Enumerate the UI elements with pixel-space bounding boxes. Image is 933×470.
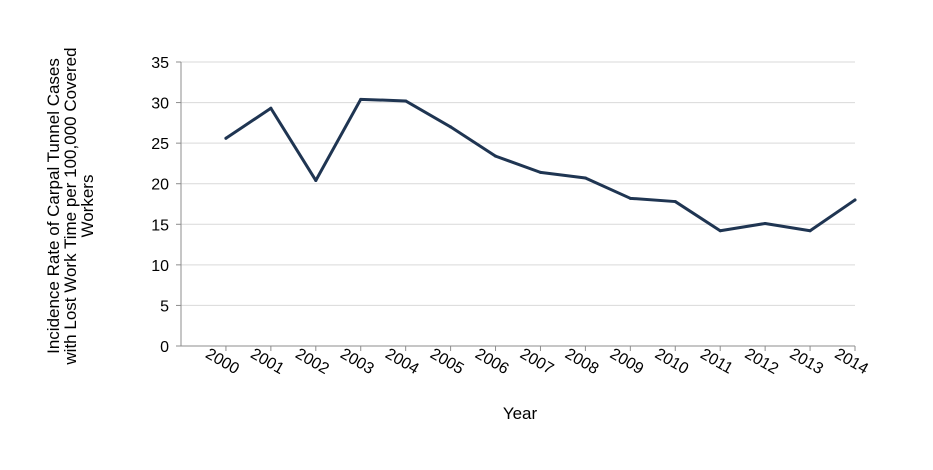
- x-tick-label: 2012: [742, 346, 781, 379]
- y-tick-label: 20: [151, 177, 169, 194]
- data-point: [673, 200, 677, 204]
- data-point: [538, 170, 542, 174]
- y-axis-tick-labels: 0 5 10 15 20 25 30 35: [151, 55, 181, 356]
- x-tick-label: 2013: [787, 346, 826, 379]
- gridlines: [181, 61, 855, 306]
- y-tick-label: 5: [160, 298, 169, 315]
- series-group: [224, 97, 857, 233]
- x-tick-label: 2001: [247, 346, 286, 379]
- data-point: [583, 176, 587, 180]
- x-tick-label: 2011: [697, 346, 735, 378]
- x-tick-label: 2014: [832, 346, 871, 379]
- x-tick-label: 2005: [427, 346, 466, 379]
- axes: [180, 62, 855, 347]
- data-point: [494, 154, 498, 158]
- x-tick-label: 2008: [562, 346, 601, 379]
- data-point: [449, 125, 453, 129]
- y-tick-label: 25: [151, 136, 169, 153]
- y-axis-title: Incidence Rate of Carpal Tunnel Caseswit…: [44, 47, 97, 365]
- data-point: [314, 178, 318, 182]
- data-point: [628, 196, 632, 200]
- x-tick-label: 2007: [517, 346, 556, 379]
- x-tick-label: 2006: [472, 346, 511, 379]
- y-tick-label: 0: [160, 339, 169, 356]
- x-tick-label: 2000: [203, 346, 242, 379]
- x-tick-label: 2009: [607, 346, 646, 379]
- data-point: [359, 97, 363, 101]
- y-axis-title-line: Workers: [78, 175, 97, 238]
- series-line: [224, 97, 857, 233]
- y-tick-label: 35: [151, 55, 169, 72]
- data-point: [808, 229, 812, 233]
- data-point: [404, 99, 408, 103]
- x-axis-title: Year: [503, 404, 538, 423]
- y-tick-label: 30: [151, 96, 169, 113]
- x-tick-label: 2003: [337, 346, 376, 379]
- data-point: [224, 136, 228, 140]
- data-point: [763, 221, 767, 225]
- y-axis-title-line: with Lost Work Time per 100,000 Covered: [61, 47, 80, 365]
- y-tick-label: 10: [151, 258, 169, 275]
- x-tick-label: 2004: [382, 346, 421, 379]
- y-axis-title-line: Incidence Rate of Carpal Tunnel Cases: [44, 58, 63, 354]
- x-tick-label: 2010: [652, 346, 691, 379]
- y-tick-label: 15: [151, 217, 169, 234]
- data-point: [853, 198, 857, 202]
- data-point: [718, 229, 722, 233]
- x-tick-label: 2002: [292, 346, 331, 379]
- data-point: [269, 106, 273, 110]
- x-axis-tick-labels: 2000 2001 2002 2003 2004 2005 2006 2007 2008 2009…: [203, 346, 871, 379]
